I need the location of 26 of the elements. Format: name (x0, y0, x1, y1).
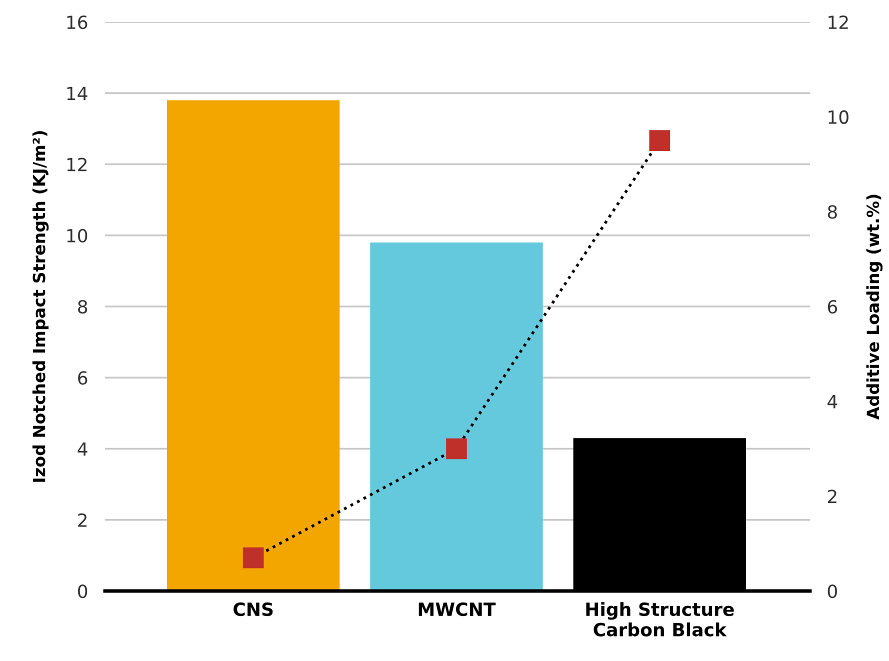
y2-tick-label: 12 (828, 15, 848, 29)
y-tick-label: 16 (67, 15, 88, 30)
y-tick-label: 6 (78, 371, 88, 385)
y-axis-title: Izod Notched Impact Strength (KJ/m²) (32, 131, 49, 482)
y-tick-label: 14 (67, 86, 88, 100)
x-tick-label: CNS (234, 602, 273, 616)
point (649, 130, 670, 151)
y2-tick-label: 2 (828, 490, 836, 504)
bar (166, 100, 340, 591)
y-tick-label: 8 (78, 300, 88, 314)
y2-tick-label: 0 (828, 584, 837, 598)
y-tick-label: 0 (78, 584, 88, 598)
y2-tick-label: 10 (828, 110, 848, 124)
y2-tick-label: 4 (828, 395, 838, 408)
x-tick-label: High Structure Carbon Black (586, 602, 734, 636)
y-tick-label: 12 (67, 158, 87, 172)
point (242, 547, 264, 568)
y-tick-label: 2 (78, 513, 87, 527)
y2-axis-title: Additive Loading (wt.%) (866, 194, 883, 420)
point (446, 438, 467, 460)
y2-tick-label: 8 (828, 205, 837, 219)
y2-tick-label: 6 (828, 300, 838, 314)
y-tick-label: 10 (67, 228, 88, 242)
y-tick-label: 4 (78, 442, 88, 456)
bar (370, 242, 543, 591)
x-tick-label: MWCNT (418, 602, 496, 616)
